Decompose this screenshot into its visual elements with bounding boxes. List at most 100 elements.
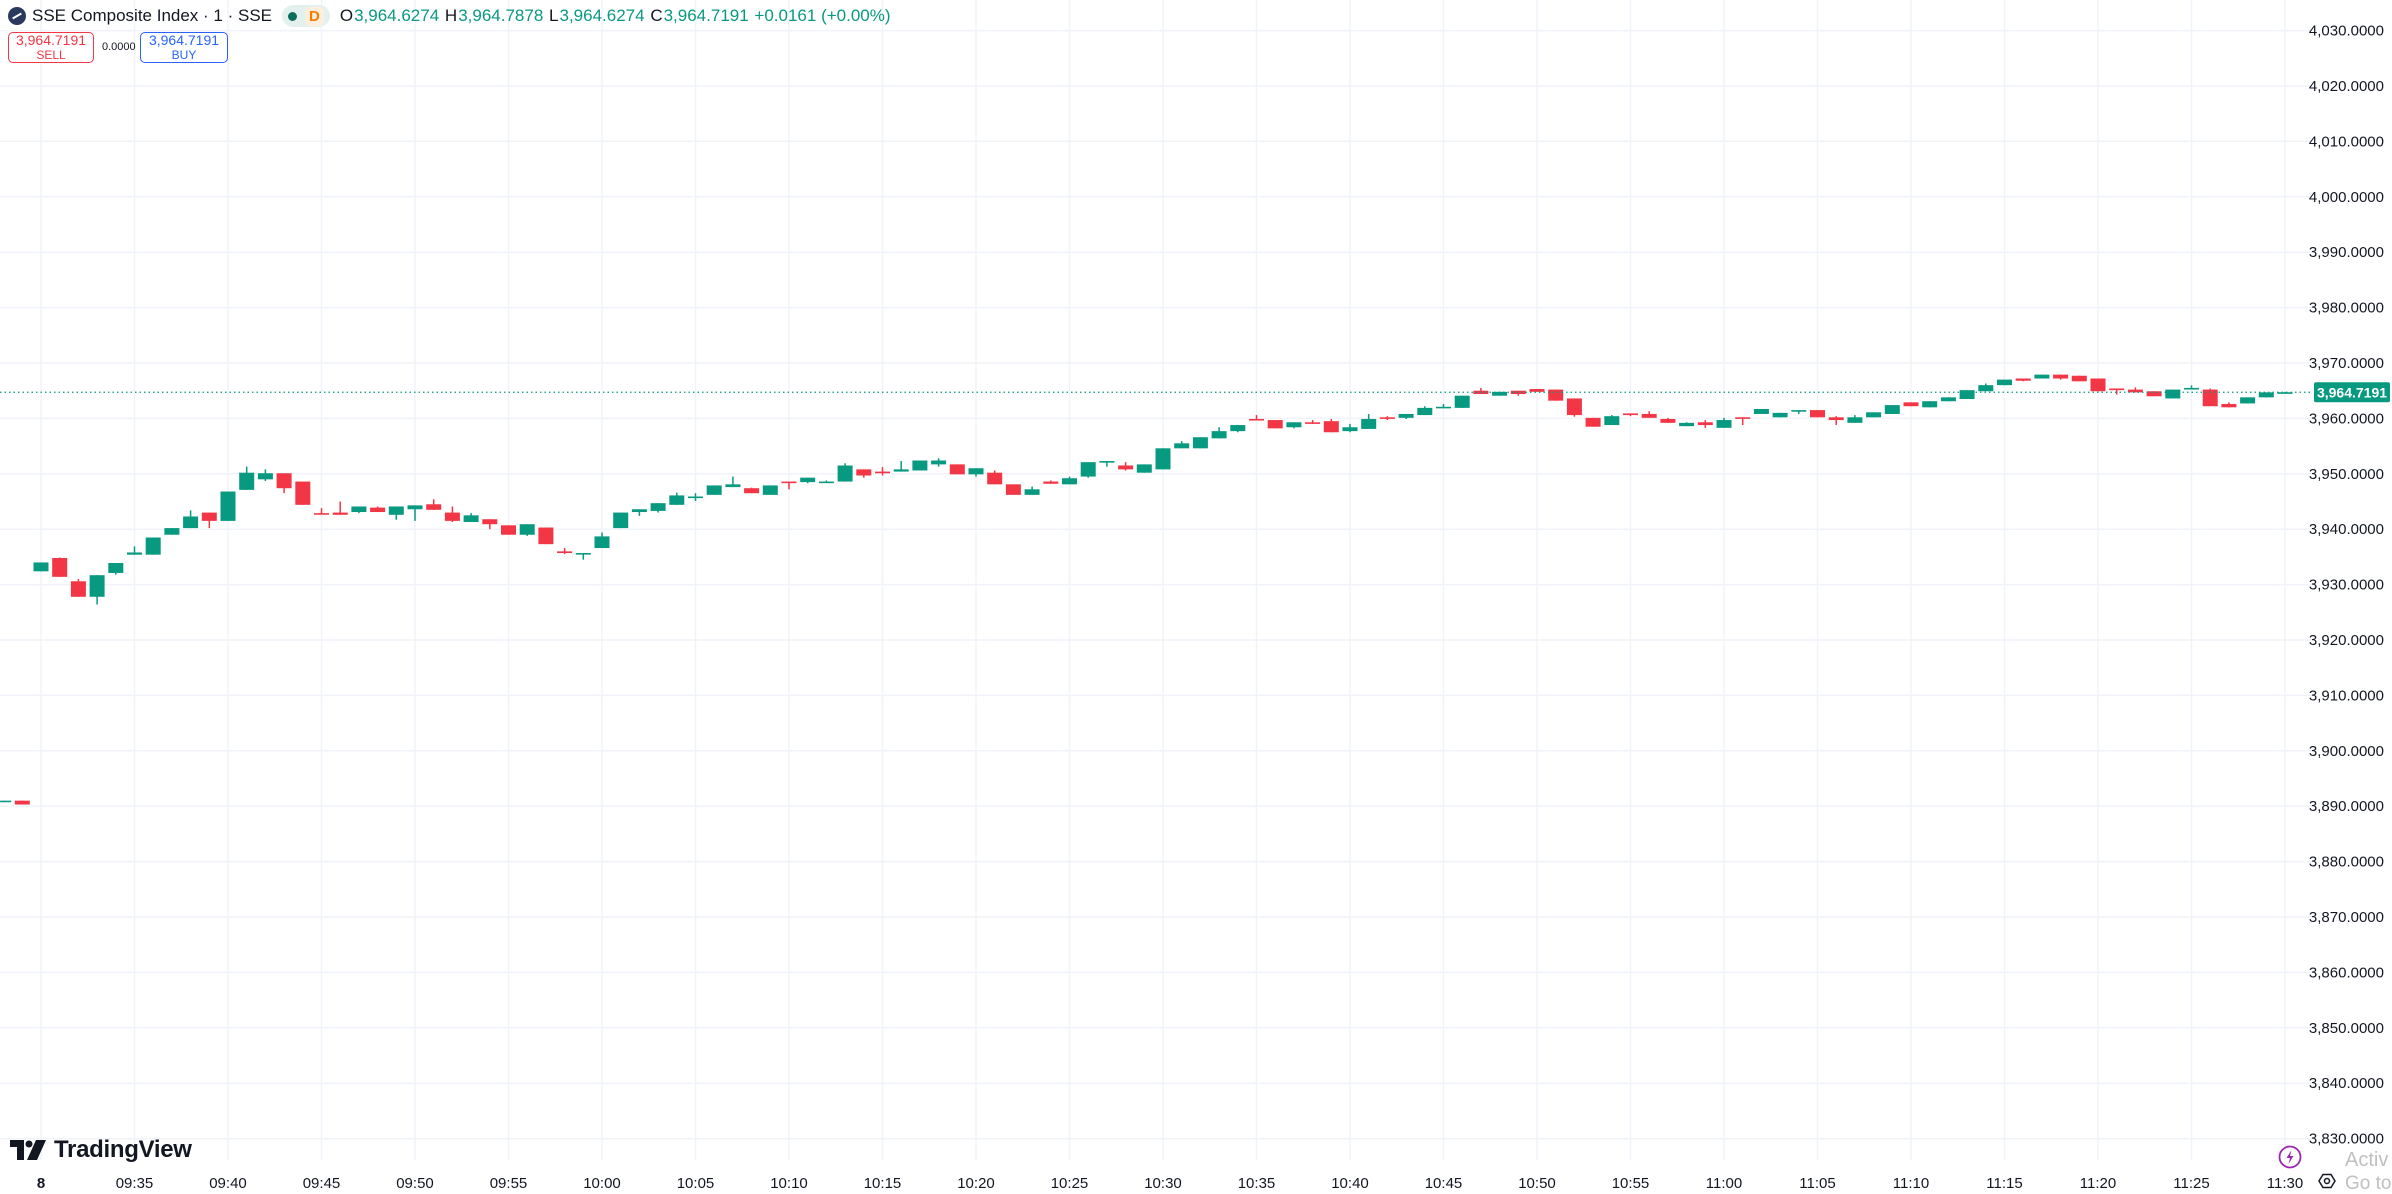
candle-body [856, 469, 872, 476]
candle [1118, 462, 1134, 471]
candle-body [2053, 374, 2069, 379]
candle-body [688, 496, 703, 499]
candle [1211, 427, 1227, 439]
candle [2109, 388, 2125, 395]
candle-body [501, 525, 516, 535]
sell-button[interactable]: 3,964.7191 SELL [8, 32, 94, 63]
candle [2053, 374, 2069, 380]
candle [332, 501, 348, 515]
candle [1660, 417, 1676, 423]
candle-body [444, 512, 460, 521]
candle-body [987, 472, 1003, 485]
symbol-title[interactable]: SSE Composite Index · 1 · SSE [32, 6, 272, 25]
candle-body [70, 581, 86, 597]
candle [1679, 422, 1695, 427]
previous-session-candle [0, 800, 12, 803]
candle-body [1417, 407, 1433, 416]
buy-button[interactable]: 3,964.7191 BUY [140, 32, 228, 63]
symbol-legend: SSE Composite Index · 1 · SSE D O3,964.6… [8, 4, 892, 28]
candle-body [1099, 461, 1115, 463]
candle-body [1660, 418, 1676, 423]
candle [1866, 412, 1882, 418]
price-axis[interactable]: 4,030.0000 4,020.0000 4,010.0000 4,000.0000… [2309, 23, 2390, 1148]
candle-body [220, 491, 236, 521]
candle-body [1080, 462, 1096, 477]
candle-body [1398, 413, 1414, 418]
candle-body [426, 504, 442, 510]
candle [669, 492, 685, 505]
candle-body [2240, 397, 2256, 404]
candle [463, 513, 479, 522]
time-tick-label: 11:10 [1893, 1175, 1929, 1192]
candle [1529, 389, 1545, 392]
time-axis[interactable]: 8 09:35 09:40 09:45 09:50 09:55 10:00 10:05 10:1… [37, 1175, 2303, 1192]
candle [1305, 420, 1321, 424]
candle [818, 480, 834, 484]
candle-body [1005, 484, 1021, 495]
candle-body [725, 484, 741, 488]
time-tick-label: 11:25 [2173, 1175, 2209, 1192]
candle [575, 553, 591, 560]
candle [613, 512, 629, 529]
candle [1922, 401, 1938, 408]
candle [2184, 385, 2199, 390]
price-tick-label: 3,860.0000 [2309, 964, 2384, 981]
candle [837, 463, 853, 482]
candle-body [1118, 465, 1134, 470]
candle [1062, 476, 1077, 485]
time-tick-label: 10:50 [1518, 1175, 1556, 1192]
candle [1361, 413, 1377, 429]
activation-watermark-line2: Go to S [2345, 1173, 2392, 1194]
candle-body [2221, 403, 2237, 408]
candle-body [145, 537, 161, 555]
candle-body [2277, 392, 2293, 394]
candle-body [2071, 375, 2087, 382]
candle-body [1735, 417, 1751, 419]
candle [1978, 383, 1994, 392]
close-value: 3,964.7191 [663, 6, 749, 25]
price-tick-label: 4,000.0000 [2309, 189, 2384, 206]
candle [893, 461, 909, 472]
candle [875, 467, 890, 476]
candle [1641, 411, 1657, 418]
candle [1828, 416, 1844, 426]
candle-body [1323, 421, 1339, 433]
price-tick-label: 3,900.0000 [2309, 743, 2384, 760]
candle-body [257, 473, 273, 480]
candle [388, 506, 404, 520]
candle [1080, 462, 1096, 478]
candle [257, 469, 273, 482]
buy-price: 3,964.7191 [148, 31, 220, 48]
candle [89, 575, 105, 605]
candle-body [1249, 418, 1264, 421]
open-label: O [339, 6, 354, 25]
candle-body [557, 551, 573, 554]
candle [108, 562, 124, 575]
grid-lines [0, 0, 2312, 1160]
logo-text: TradingView [54, 1136, 192, 1163]
candle-body [2090, 378, 2106, 392]
sse-logo-icon [8, 7, 26, 25]
candle-body [1529, 389, 1545, 392]
candle [444, 506, 460, 522]
candles [0, 374, 2312, 805]
candle-body [370, 507, 386, 513]
time-tick-label: 10:10 [770, 1175, 808, 1192]
candle-body [1753, 408, 1769, 414]
candle [519, 524, 535, 536]
candle [127, 546, 142, 555]
price-tick-label: 3,970.0000 [2309, 355, 2384, 372]
tradingview-logo[interactable]: TradingView [10, 1136, 192, 1164]
candle [2277, 391, 2293, 394]
time-tick-label: 10:45 [1425, 1175, 1463, 1192]
price-tick-label: 3,940.0000 [2309, 521, 2384, 538]
market-open-dot-icon [288, 11, 297, 21]
candle-body [1641, 413, 1657, 418]
gear-icon[interactable] [2318, 1172, 2336, 1190]
price-tick-label: 3,840.0000 [2309, 1075, 2384, 1092]
market-status[interactable]: D [282, 5, 330, 27]
change-value: +0.0161 (+0.00%) [754, 6, 891, 25]
lightning-icon[interactable] [2278, 1145, 2302, 1169]
time-tick-label: 10:15 [864, 1175, 902, 1192]
